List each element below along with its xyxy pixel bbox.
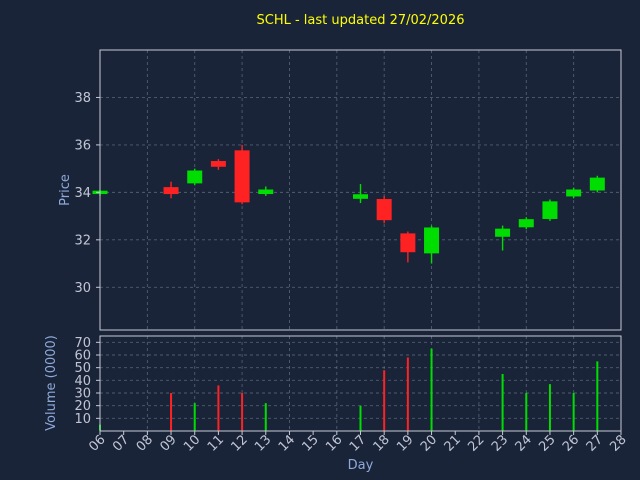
day-tick-label: 27	[584, 432, 606, 454]
day-tick-label: 28	[607, 432, 629, 454]
price-axis-label: Price	[58, 174, 73, 206]
candle-body	[566, 189, 582, 197]
day-tick-label: 23	[489, 432, 511, 454]
day-tick-label: 26	[560, 432, 582, 454]
day-tick-label: 11	[205, 432, 227, 454]
price-axes-frame	[99, 49, 622, 331]
volume-tick-label: 50	[74, 361, 91, 376]
day-tick-label: 07	[110, 432, 132, 454]
candle-body	[589, 177, 605, 191]
candle-body	[163, 187, 179, 195]
candle-body	[495, 228, 511, 237]
price-tick-label: 36	[74, 138, 91, 153]
day-tick-label: 10	[181, 432, 203, 454]
day-tick-label: 19	[394, 432, 416, 454]
candle-body	[424, 227, 440, 254]
candle-body	[400, 233, 416, 253]
day-tick-label: 12	[228, 432, 250, 454]
price-tick-label: 32	[74, 233, 91, 248]
day-tick-label: 09	[157, 432, 179, 454]
day-tick-label: 17	[347, 432, 369, 454]
candle-body	[542, 201, 558, 219]
day-tick-label: 25	[536, 432, 558, 454]
candle-body	[187, 170, 203, 184]
candle-body	[234, 150, 250, 203]
day-tick-label: 21	[442, 432, 464, 454]
day-tick-label: 14	[276, 432, 298, 454]
candle-body	[376, 198, 392, 221]
candle-body	[210, 161, 226, 167]
candle-body	[353, 194, 368, 199]
day-tick-label: 15	[300, 432, 322, 454]
x-axis-label: Day	[347, 458, 374, 473]
candle-body	[258, 189, 274, 195]
volume-tick-label: 20	[74, 399, 91, 414]
day-tick-label: 22	[465, 432, 487, 454]
day-tick-label: 08	[134, 432, 156, 454]
volume-tick-label: 40	[74, 374, 91, 389]
candle-body	[518, 219, 534, 228]
price-tick-label: 30	[74, 281, 91, 296]
day-tick-label: 20	[418, 432, 440, 454]
volume-axis-label: Volume (0000)	[44, 335, 59, 431]
volume-tick-label: 60	[74, 349, 91, 364]
day-tick-label: 13	[252, 432, 274, 454]
day-tick-label: 18	[371, 432, 393, 454]
volume-tick-label: 10	[74, 412, 91, 427]
volume-tick-label: 30	[74, 387, 91, 402]
day-tick-label: 24	[513, 432, 535, 454]
price-tick-label: 34	[74, 186, 91, 201]
day-tick-label: 16	[323, 432, 345, 454]
chart-title: SCHL - last updated 27/02/2026	[256, 13, 465, 28]
day-tick-label: 06	[86, 432, 108, 454]
volume-tick-label: 70	[74, 336, 91, 351]
price-tick-label: 38	[74, 91, 91, 106]
